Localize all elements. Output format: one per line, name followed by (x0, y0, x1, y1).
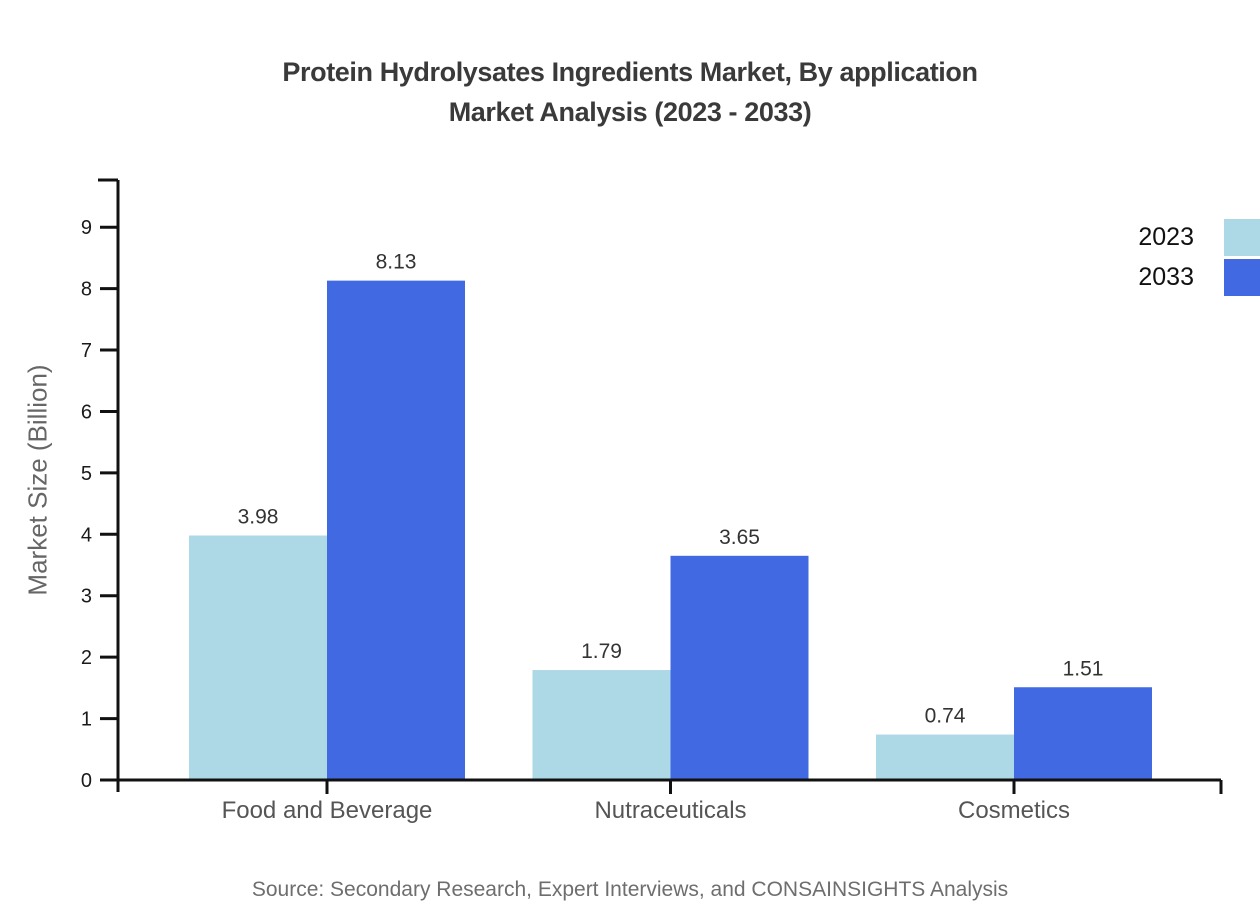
value-label-2033-nutraceuticals: 3.65 (719, 526, 760, 549)
bar-2033-cosmetics (1014, 687, 1152, 780)
bar-2033-nutraceuticals (670, 555, 809, 780)
legend-swatch-2033 (1224, 259, 1260, 296)
bar-2023-food-and-beverage (189, 535, 327, 780)
value-label-2023-food-and-beverage: 3.98 (238, 506, 279, 529)
value-label-2023-nutraceuticals: 1.79 (581, 640, 622, 663)
category-label-cosmetics: Cosmetics (958, 797, 1070, 824)
legend-item-2023: 2023 (1138, 219, 1260, 256)
y-tick-label-6: 6 (81, 401, 92, 423)
source-note: Source: Secondary Research, Expert Inter… (251, 878, 1009, 901)
y-tick-label-5: 5 (81, 463, 92, 485)
y-tick-label-2: 2 (81, 647, 92, 669)
legend-swatch-2023 (1224, 219, 1260, 256)
legend: 2023 2033 (1138, 219, 1260, 296)
value-label-2033-food-and-beverage: 8.13 (376, 251, 417, 274)
category-label-food-and-beverage: Food and Beverage (222, 797, 433, 824)
value-label-2033-cosmetics: 1.51 (1063, 657, 1104, 680)
y-tick-label-7: 7 (81, 340, 92, 362)
bar-2023-nutraceuticals (532, 670, 671, 780)
chart-title-line2: Market Analysis (2023 - 2033) (448, 97, 812, 127)
legend-label-2033: 2033 (1138, 263, 1194, 291)
y-tick-label-3: 3 (81, 586, 92, 608)
y-tick-label-1: 1 (81, 709, 92, 731)
chart-title: Protein Hydrolysates Ingredients Market,… (0, 52, 1260, 132)
chart-title-line1: Protein Hydrolysates Ingredients Market,… (282, 57, 978, 87)
y-tick-label-4: 4 (81, 524, 92, 546)
value-label-2023-cosmetics: 0.74 (925, 705, 966, 728)
category-label-nutraceuticals: Nutraceuticals (594, 797, 746, 824)
y-tick-label-9: 9 (81, 217, 92, 239)
y-tick-label-8: 8 (81, 279, 92, 301)
legend-label-2023: 2023 (1138, 223, 1194, 251)
bar-2033-food-and-beverage (327, 280, 465, 780)
legend-item-2033: 2033 (1138, 259, 1260, 296)
bar-2023-cosmetics (876, 734, 1014, 780)
y-tick-label-0: 0 (81, 770, 92, 792)
